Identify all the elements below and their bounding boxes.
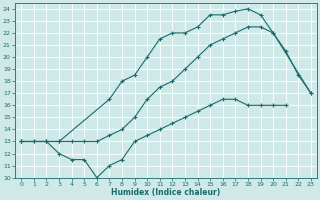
X-axis label: Humidex (Indice chaleur): Humidex (Indice chaleur) <box>111 188 221 197</box>
